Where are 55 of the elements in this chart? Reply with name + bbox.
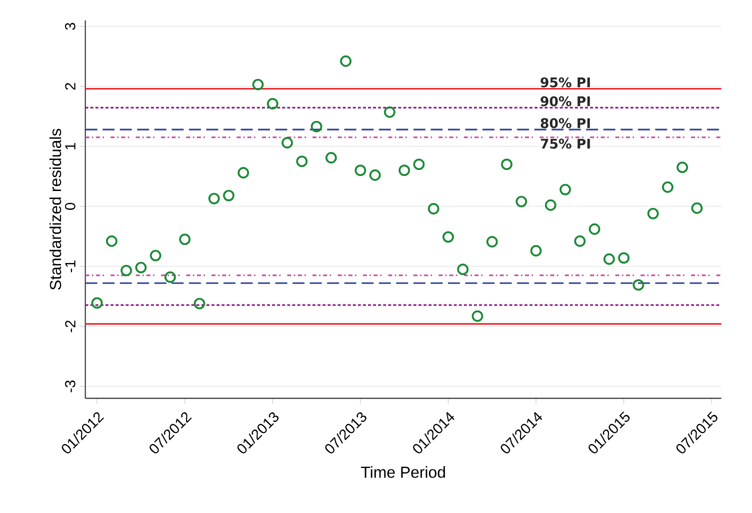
point — [354, 164, 366, 176]
y-tick-label: -2 — [65, 320, 76, 332]
point — [238, 167, 250, 178]
point — [150, 250, 162, 262]
ref-line-label: 90% PI — [540, 96, 590, 106]
point — [516, 196, 528, 208]
point — [266, 98, 278, 110]
point — [106, 235, 118, 247]
point — [398, 164, 410, 176]
point — [369, 169, 381, 181]
point — [135, 262, 147, 274]
point — [662, 181, 674, 193]
point — [340, 55, 352, 67]
point — [252, 78, 264, 90]
point — [618, 252, 630, 264]
point — [457, 264, 469, 276]
point — [472, 310, 484, 322]
ref-line-label: 75% PI — [540, 138, 590, 149]
point — [223, 190, 234, 202]
y-tick-label: 0 — [64, 202, 76, 210]
y-tick-label: 2 — [65, 83, 76, 90]
point — [310, 120, 322, 132]
ref-line-label: 80% PI — [540, 118, 590, 128]
point — [384, 106, 396, 118]
point — [428, 203, 440, 214]
point — [120, 264, 132, 276]
point — [413, 158, 425, 170]
point — [691, 202, 703, 214]
y-tick-label: -1 — [65, 260, 76, 272]
point — [560, 184, 571, 196]
point — [603, 253, 615, 265]
point — [501, 158, 512, 170]
point — [194, 298, 206, 310]
y-tick-label: -3 — [64, 380, 76, 392]
point — [91, 297, 103, 309]
point — [164, 271, 176, 283]
point — [296, 156, 308, 168]
point — [486, 236, 498, 248]
point — [588, 223, 600, 235]
point — [676, 162, 688, 174]
point — [282, 137, 293, 148]
ref-line-label: 95% PI — [540, 77, 590, 88]
point — [325, 152, 337, 164]
point — [530, 245, 542, 256]
point — [632, 279, 644, 291]
y-tick-label: 1 — [65, 142, 76, 150]
point — [208, 192, 220, 204]
point — [179, 234, 191, 246]
point — [544, 199, 556, 211]
point — [647, 208, 659, 220]
y-axis-title: Standardized residuals — [49, 128, 62, 290]
x-axis-title: Time Period — [361, 466, 445, 478]
point — [574, 235, 586, 247]
y-tick-label: 3 — [64, 22, 76, 30]
point — [442, 231, 454, 243]
